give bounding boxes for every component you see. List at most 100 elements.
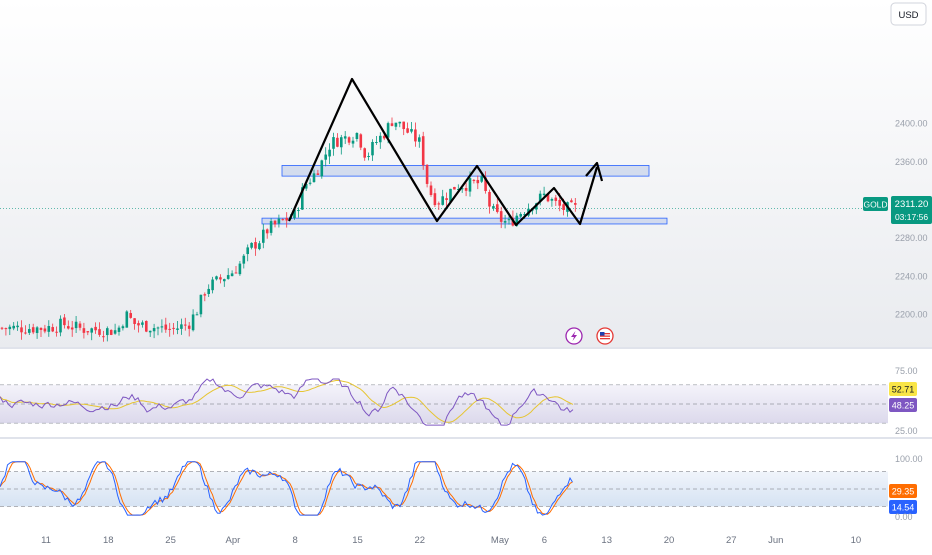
- currency-button[interactable]: USD: [890, 2, 927, 26]
- stoch-axis-bottom: 0.00: [895, 512, 913, 522]
- candle-body: [429, 185, 433, 196]
- candle-body: [546, 193, 550, 202]
- date-tick-0: 11: [41, 535, 51, 546]
- candle-body: [242, 255, 246, 264]
- candle-body: [367, 155, 370, 157]
- candle-body: [437, 203, 441, 205]
- countdown-label: 03:17:56: [895, 212, 928, 222]
- candle-body: [503, 221, 507, 223]
- stoch-value-tags: 29.35 14.54 100.00 0.00: [889, 454, 923, 522]
- price-tick-1: 2360.00: [895, 157, 928, 167]
- candle-body: [90, 328, 93, 333]
- support-zone[interactable]: [261, 217, 668, 225]
- candle-body: [164, 324, 168, 330]
- candle-body: [145, 320, 148, 332]
- candle-body: [0, 327, 4, 329]
- candle-body: [160, 326, 164, 328]
- candle-body: [542, 193, 546, 196]
- candle-body: [39, 327, 43, 330]
- candle-body: [488, 191, 491, 207]
- candle-body: [20, 327, 23, 333]
- price-tick-3: 2280.00: [895, 233, 928, 243]
- candle-body: [523, 214, 526, 216]
- candle-body: [78, 323, 82, 328]
- candle-body: [35, 327, 39, 334]
- candle-body: [219, 277, 222, 280]
- candle-body: [398, 121, 402, 124]
- candle-body: [207, 288, 210, 294]
- candle-body: [355, 132, 359, 139]
- candle-body: [379, 135, 382, 143]
- rsi-value: 48.25: [892, 401, 915, 411]
- lightning-icon[interactable]: [565, 327, 583, 345]
- candle-body: [98, 329, 101, 335]
- candle-body: [152, 328, 156, 332]
- candle-body: [70, 327, 74, 330]
- candle-body: [230, 273, 234, 277]
- arrow-head[interactable]: [585, 161, 604, 182]
- candle-body: [297, 210, 300, 212]
- candle-body: [460, 188, 464, 190]
- price-tick-4: 2240.00: [895, 271, 928, 281]
- candle-body: [55, 331, 58, 333]
- candle-body: [168, 328, 171, 330]
- candle-body: [570, 200, 573, 203]
- candle-body: [312, 173, 316, 183]
- candle-body: [558, 199, 561, 206]
- candle-body: [480, 176, 483, 182]
- candle-body: [492, 206, 495, 209]
- candle-body: [67, 326, 70, 329]
- candle-body: [445, 198, 448, 201]
- candle-body: [258, 243, 261, 250]
- candle-body: [418, 137, 421, 142]
- date-tick-9: 13: [601, 535, 612, 546]
- candle-body: [156, 327, 160, 329]
- stoch-d-value: 29.35: [892, 487, 915, 497]
- candle-body: [538, 193, 542, 202]
- candle-body: [425, 164, 429, 184]
- candle-body: [301, 187, 304, 210]
- price-tick-5: 2200.00: [895, 310, 928, 320]
- candle-body: [148, 330, 152, 333]
- candle-body: [121, 326, 125, 329]
- candle-body: [203, 294, 207, 296]
- candle-body: [8, 326, 12, 330]
- stoch-k-value: 14.54: [892, 503, 915, 513]
- candle-body: [375, 141, 378, 143]
- symbol-price-tag: GOLD 2311.20 03:17:56: [863, 196, 932, 224]
- candle-body: [332, 137, 335, 149]
- candle-body: [82, 328, 86, 333]
- candle-body: [102, 336, 105, 338]
- candle-body: [125, 311, 129, 328]
- candle-body: [51, 327, 54, 332]
- us-flag-icon[interactable]: [596, 327, 614, 345]
- last-price-label: 2311.20: [895, 199, 929, 210]
- candle-body: [269, 221, 273, 233]
- candle-body: [246, 247, 249, 255]
- candle-body: [472, 179, 476, 181]
- candle-body: [359, 134, 363, 148]
- candle-body: [86, 331, 90, 333]
- candle-body: [94, 326, 97, 331]
- date-tick-12: Jun: [768, 535, 783, 546]
- pattern-drawing[interactable]: [287, 77, 599, 227]
- candle-body: [347, 137, 351, 143]
- candle-body: [63, 317, 66, 326]
- date-tick-10: 20: [664, 535, 675, 546]
- candle-body: [406, 128, 409, 133]
- candle-body: [402, 121, 405, 130]
- candle-body: [250, 242, 253, 248]
- candle-body: [187, 325, 191, 329]
- candle-body: [496, 204, 499, 212]
- date-tick-3: Apr: [226, 535, 241, 546]
- resistance-zone[interactable]: [281, 165, 650, 177]
- candle-body: [336, 137, 339, 147]
- candle-body: [507, 219, 511, 221]
- candle-body: [117, 327, 121, 332]
- candle-body: [273, 220, 277, 225]
- candle-body: [351, 140, 355, 144]
- symbol-label: GOLD: [863, 200, 887, 210]
- candle-body: [464, 187, 468, 191]
- candle-body: [24, 332, 27, 334]
